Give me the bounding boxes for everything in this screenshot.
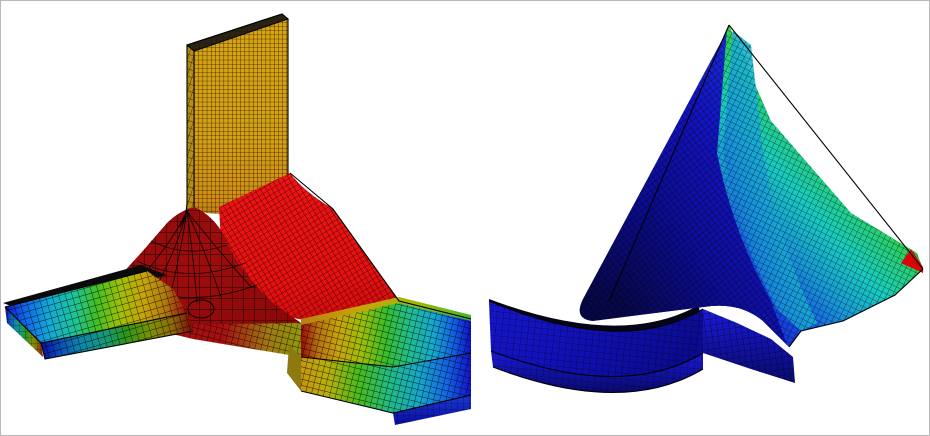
warped-lobe-overlay-mesh	[605, 29, 787, 345]
hub-node-right	[187, 299, 215, 319]
right-arm	[287, 297, 471, 425]
left-model-svg	[3, 13, 471, 425]
warped-lobe-overlay	[605, 29, 787, 345]
right-model-outlines	[488, 24, 924, 394]
panel-left-undeformed-model	[1, 1, 471, 435]
right-arm-front-mesh	[301, 353, 471, 413]
trailing-tip-face	[901, 249, 923, 273]
base-front-mesh	[491, 351, 703, 393]
left-arm	[3, 265, 193, 359]
warped-ridge	[723, 31, 817, 331]
left-arm-end-mesh	[5, 307, 43, 357]
panel-right-deformed-model	[471, 1, 929, 435]
right-arm-bottom-mesh	[393, 395, 471, 425]
left-arm-side-mesh	[41, 313, 193, 359]
hub-front-mesh	[97, 301, 301, 357]
left-arm-top-mesh	[5, 271, 187, 343]
warped-ridge-mesh	[723, 31, 817, 331]
right-arm-end-cap	[287, 345, 301, 391]
trailing-edge-tip	[901, 249, 923, 273]
right-arm-top-mesh	[301, 301, 471, 367]
fin-front-mesh	[194, 19, 288, 214]
left-model-outlines	[4, 13, 471, 414]
base-right-stub	[703, 309, 795, 383]
base-stub-mesh	[703, 309, 795, 383]
right-model-svg	[488, 24, 924, 394]
fin-top-cap-mesh	[187, 14, 288, 51]
hub-front-band	[97, 301, 301, 357]
vertical-fin	[180, 13, 290, 229]
